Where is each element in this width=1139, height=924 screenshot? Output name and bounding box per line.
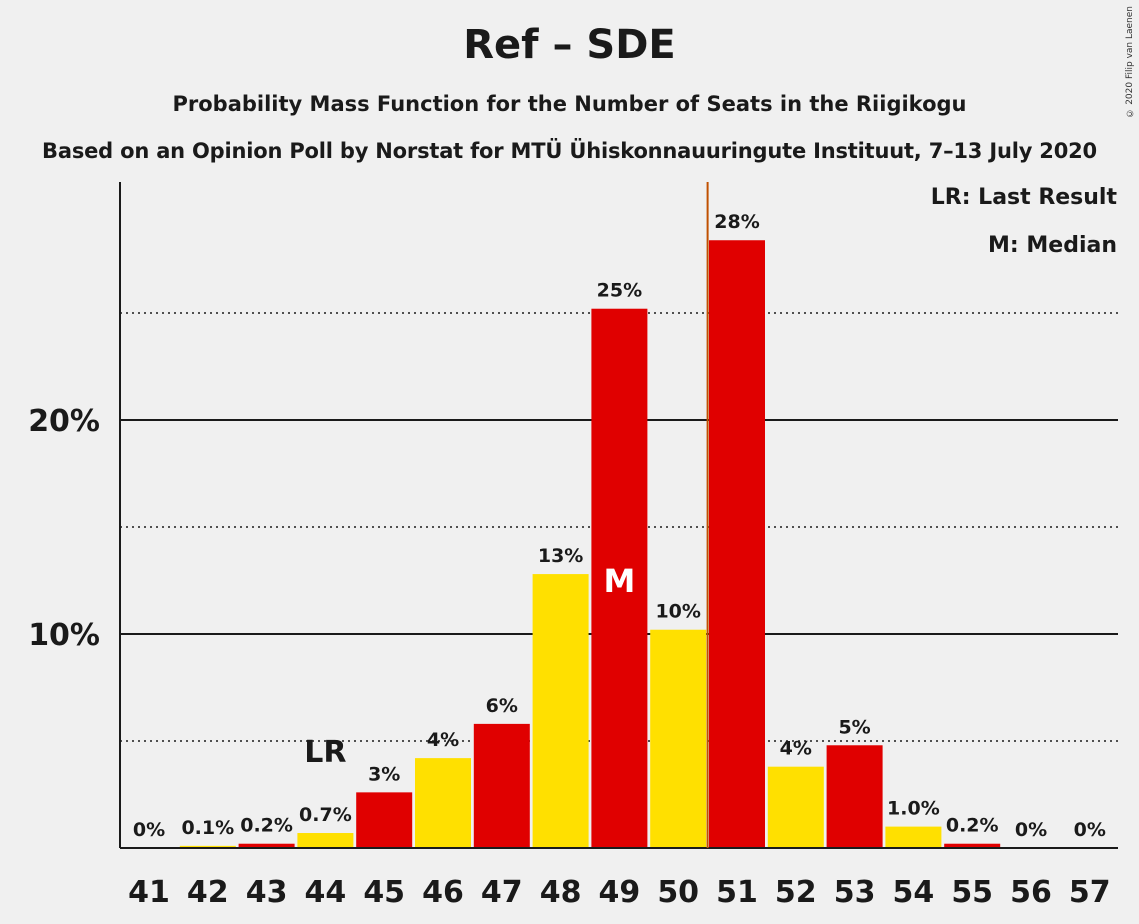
bar [767, 766, 824, 848]
data-label: 0% [1015, 819, 1047, 841]
data-label: 5% [838, 716, 870, 738]
legend-median: M: Median [988, 233, 1117, 258]
last-result-marker: LR [304, 735, 346, 770]
data-label: 0.2% [240, 815, 293, 837]
x-tick-label: 48 [540, 875, 582, 910]
x-tick-label: 41 [128, 875, 170, 910]
bar [709, 240, 765, 849]
x-tick-label: 55 [951, 875, 993, 910]
data-label: 25% [597, 280, 642, 302]
data-label: 0.2% [946, 815, 999, 837]
data-label: 1.0% [887, 798, 940, 820]
data-label: 4% [780, 738, 812, 760]
bar [650, 629, 707, 848]
bar [473, 723, 530, 848]
bar [179, 845, 236, 848]
data-label: 3% [368, 763, 400, 785]
x-tick-label: 57 [1069, 875, 1111, 910]
data-label: 0% [133, 819, 165, 841]
x-tick-label: 54 [893, 875, 935, 910]
bar [826, 745, 883, 848]
bar [415, 758, 471, 848]
median-marker: M [603, 562, 635, 600]
bar [885, 826, 942, 848]
chart-title: Ref – SDE [463, 22, 676, 68]
bar [532, 574, 589, 848]
legend-last-result: LR: Last Result [930, 185, 1117, 210]
x-tick-label: 46 [422, 875, 464, 910]
data-label: 6% [486, 695, 518, 717]
chart-source: Based on an Opinion Poll by Norstat for … [42, 139, 1097, 163]
bar [297, 833, 354, 848]
bar [238, 843, 295, 848]
data-label: 0.1% [181, 817, 234, 839]
bar [944, 843, 1001, 848]
x-tick-label: 49 [599, 875, 641, 910]
x-tick-label: 56 [1010, 875, 1052, 910]
x-tick-label: 42 [187, 875, 229, 910]
x-tick-label: 51 [716, 875, 758, 910]
x-tick-label: 52 [775, 875, 817, 910]
x-tick-label: 47 [481, 875, 523, 910]
chart-subtitle: Probability Mass Function for the Number… [172, 92, 967, 116]
data-label: 0% [1074, 819, 1106, 841]
data-label: 0.7% [299, 804, 352, 826]
bar [356, 792, 413, 848]
data-label: 10% [655, 601, 700, 623]
x-tick-label: 53 [834, 875, 876, 910]
bar [591, 308, 648, 849]
data-label: 13% [538, 545, 583, 567]
x-tick-label: 45 [363, 875, 405, 910]
x-tick-label: 43 [246, 875, 288, 910]
data-label: 28% [714, 211, 759, 233]
x-tick-label: 44 [305, 875, 347, 910]
data-label: 4% [427, 729, 459, 751]
x-tick-label: 50 [657, 875, 699, 910]
y-tick-label: 10% [28, 618, 100, 653]
y-tick-label: 20% [28, 404, 100, 439]
